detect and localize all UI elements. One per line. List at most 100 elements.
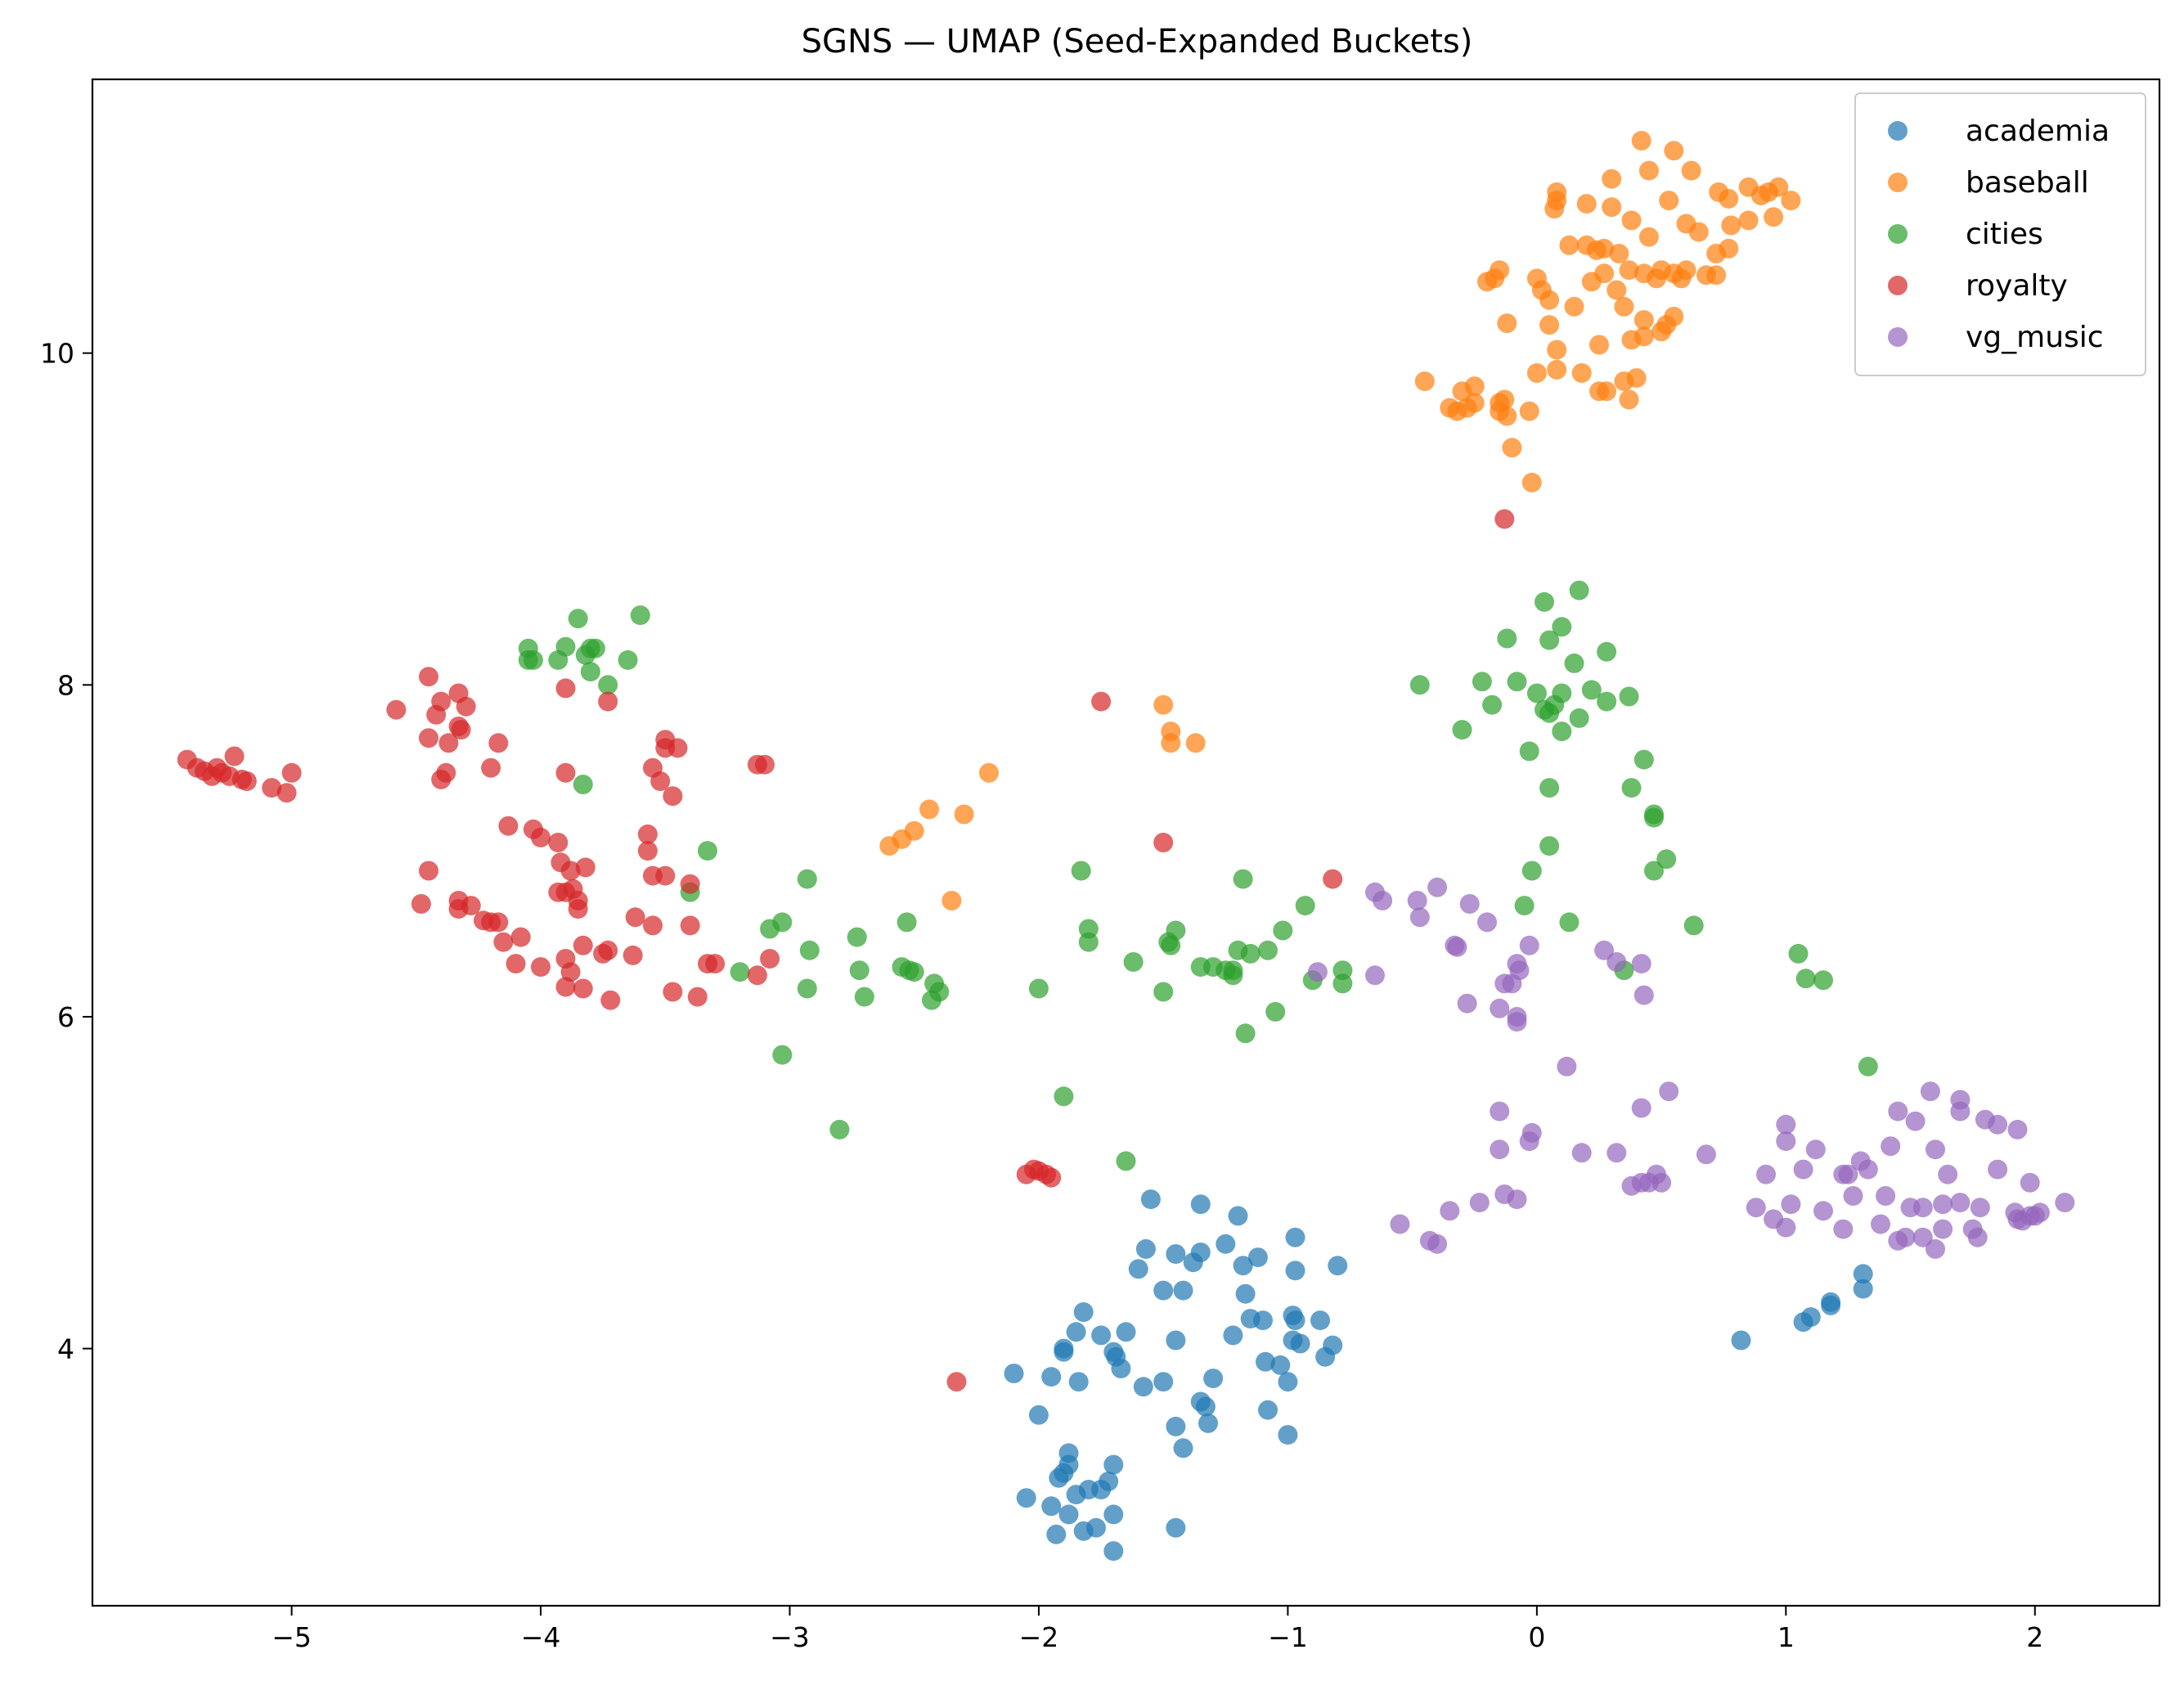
point-academia	[1233, 1256, 1253, 1276]
x-tick-label: 2	[2026, 1621, 2043, 1653]
point-academia	[1128, 1259, 1148, 1279]
y-tick-label: 6	[57, 1001, 74, 1033]
point-vg_music	[1776, 1114, 1796, 1135]
point-academia	[1103, 1454, 1124, 1475]
point-academia	[1853, 1279, 1873, 1299]
point-cities	[618, 649, 638, 670]
point-vg_music	[1607, 1143, 1627, 1163]
point-academia	[1016, 1488, 1036, 1508]
point-academia	[1256, 1351, 1275, 1372]
point-baseball	[1719, 238, 1739, 258]
point-vg_music	[1871, 1214, 1890, 1234]
point-vg_music	[2055, 1193, 2075, 1213]
point-cities	[1581, 680, 1602, 700]
point-cities	[1519, 741, 1539, 762]
point-cities	[1559, 912, 1580, 933]
point-royalty	[637, 824, 658, 844]
point-cities	[1521, 861, 1542, 881]
point-baseball	[1619, 260, 1639, 281]
ticks-layer: −5 −4 −3 −2 −1 0 1 2 4 6 8 10	[40, 338, 2043, 1653]
point-academia	[1153, 1372, 1174, 1392]
point-baseball	[1539, 315, 1560, 335]
point-academia	[1054, 1342, 1074, 1362]
point-vg_music	[1926, 1238, 1945, 1259]
point-vg_music	[1850, 1151, 1871, 1171]
point-cities	[1644, 807, 1664, 828]
point-baseball	[1161, 733, 1181, 753]
point-cities	[1123, 952, 1144, 972]
point-vg_music	[1696, 1144, 1716, 1165]
point-vg_music	[1557, 1056, 1577, 1076]
point-academia	[1049, 1468, 1069, 1488]
point-baseball	[1521, 472, 1542, 492]
point-academia	[1328, 1256, 1348, 1276]
point-cities	[555, 636, 576, 657]
y-tick-label: 10	[40, 338, 74, 370]
point-cities	[1472, 672, 1492, 692]
x-tick-label: −1	[1268, 1621, 1308, 1653]
point-royalty	[262, 778, 282, 798]
point-vg_music	[1933, 1194, 1953, 1215]
point-baseball	[879, 836, 900, 856]
point-royalty	[488, 912, 509, 933]
point-academia	[1258, 1400, 1278, 1420]
point-baseball	[1571, 363, 1592, 383]
point-academia	[1041, 1496, 1062, 1517]
point-baseball	[1621, 210, 1642, 231]
point-vg_music	[1440, 1201, 1460, 1221]
point-baseball	[1502, 438, 1522, 458]
point-cities	[904, 962, 924, 982]
x-tick-label: −3	[770, 1621, 810, 1653]
point-academia	[1135, 1238, 1156, 1259]
point-royalty	[531, 957, 550, 978]
point-baseball	[1185, 733, 1206, 753]
point-academia	[1066, 1485, 1086, 1505]
point-cities	[1539, 630, 1560, 650]
point-royalty	[481, 757, 501, 778]
legend-label-cities: cities	[1966, 218, 2043, 251]
point-royalty	[1323, 869, 1343, 889]
point-baseball	[1581, 272, 1602, 292]
point-cities	[1054, 1086, 1074, 1107]
point-baseball	[1589, 335, 1609, 355]
point-baseball	[1651, 321, 1672, 342]
point-academia	[1228, 1206, 1248, 1226]
point-cities	[1795, 969, 1816, 989]
point-cities	[1619, 686, 1639, 707]
point-royalty	[667, 738, 688, 758]
point-vg_music	[1365, 965, 1385, 986]
point-cities	[730, 962, 750, 982]
point-academia	[1821, 1292, 1841, 1312]
point-academia	[1290, 1333, 1310, 1354]
series-baseball	[879, 131, 1801, 910]
point-baseball	[1664, 141, 1684, 161]
legend-label-royalty: royalty	[1966, 269, 2068, 303]
point-royalty	[224, 746, 245, 766]
point-royalty	[386, 699, 407, 720]
point-cities	[897, 912, 917, 933]
point-baseball	[1519, 401, 1539, 421]
point-cities	[799, 940, 820, 960]
legend-marker-vg_music	[1888, 327, 1908, 347]
legend-box	[1854, 92, 2146, 376]
point-cities	[1539, 778, 1560, 798]
point-cities	[1452, 720, 1472, 740]
point-vg_music	[1950, 1101, 1971, 1121]
point-baseball	[1688, 222, 1709, 242]
point-baseball	[1738, 210, 1759, 231]
point-cities	[849, 960, 870, 981]
point-academia	[1058, 1504, 1079, 1525]
point-vg_music	[1876, 1186, 1896, 1206]
series-cities	[518, 580, 1878, 1171]
point-royalty	[1041, 1167, 1062, 1188]
point-royalty	[419, 728, 438, 748]
point-cities	[1644, 861, 1664, 881]
point-academia	[1153, 1280, 1174, 1301]
point-royalty	[680, 874, 700, 894]
point-vg_music	[1490, 998, 1510, 1018]
point-academia	[1253, 1310, 1273, 1331]
point-baseball	[1544, 199, 1565, 219]
point-baseball	[919, 799, 939, 820]
point-academia	[1270, 1355, 1291, 1375]
point-academia	[1853, 1264, 1873, 1284]
